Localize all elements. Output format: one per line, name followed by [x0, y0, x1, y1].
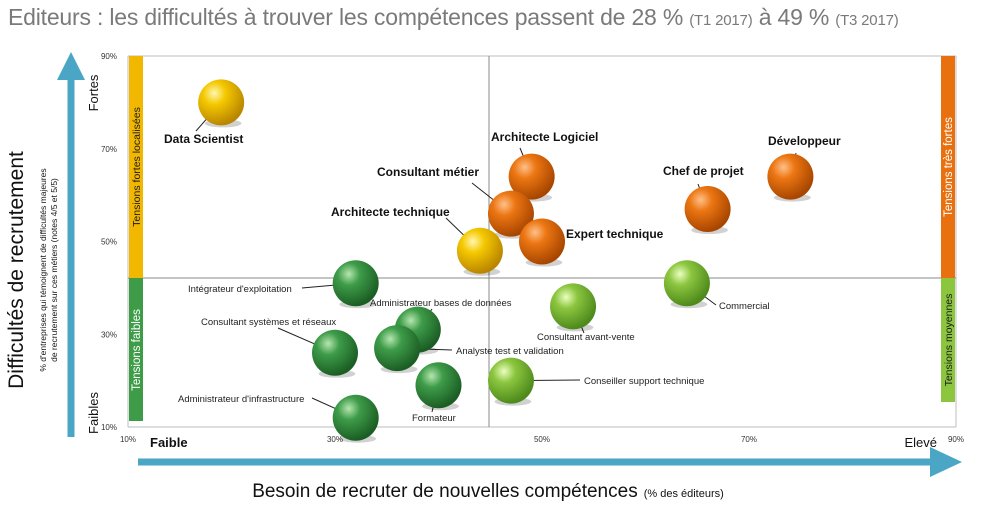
band-left-bottom-label: Tensions faibles — [131, 309, 143, 391]
bubble-point — [415, 362, 462, 409]
bubble-point — [487, 357, 534, 404]
y-high-label: Fortes — [86, 74, 101, 111]
point-label: Architecte technique — [331, 205, 450, 219]
point-label: Consultant avant-vente — [537, 332, 635, 343]
bubbles — [198, 79, 814, 443]
x-tick-label: 90% — [948, 435, 964, 444]
x-tick-label: 30% — [327, 435, 343, 444]
y-tick-label: 50% — [101, 238, 117, 247]
y-axis-title: Difficultés de recrutement — [5, 151, 28, 389]
band-right-top-label: Tensions très fortes — [943, 117, 955, 217]
y-tick-labels: 10% 30% 50% 70% 90% — [101, 52, 117, 432]
y-axis-subtitle-2: de recrutement sur ces métiers (notes 4/… — [49, 178, 59, 362]
point-labels: Data Scientist Architecte Logiciel Dévelop… — [164, 130, 841, 424]
y-low-label: Faibles — [86, 392, 101, 434]
y-tick-label: 30% — [101, 330, 117, 339]
x-axis-title-line: Besoin de recruter de nouvelles compéten… — [252, 481, 724, 502]
bubble-point — [456, 227, 503, 274]
point-label: Formateur — [412, 413, 456, 424]
bubble-point — [508, 153, 555, 200]
point-label: Consultant métier — [377, 165, 479, 179]
y-tick-label: 90% — [101, 52, 117, 61]
point-label: Intégrateur d'exploitation — [188, 284, 292, 295]
bubble-point — [663, 260, 710, 307]
point-label: Conseiller support technique — [584, 376, 704, 387]
point-label: Consultant systèmes et réseaux — [201, 317, 336, 328]
bubble-point — [374, 325, 421, 372]
y-axis-subtitle-1: % d'entreprises qui témoignent de diffic… — [38, 168, 48, 371]
x-axis-title: Besoin de recruter de nouvelles compéten… — [252, 481, 638, 502]
band-right-bottom — [941, 278, 955, 402]
band-right-top — [941, 56, 955, 278]
point-label: Chef de projet — [663, 164, 744, 178]
chart-title: Editeurs : les difficultés à trouver les… — [8, 4, 899, 31]
x-tick-label: 10% — [120, 435, 136, 444]
x-tick-label: 50% — [534, 435, 550, 444]
y-tick-label: 10% — [101, 423, 117, 432]
point-label: Analyste test et validation — [456, 346, 564, 357]
title-q3: (T3 2017) — [835, 12, 899, 29]
point-label: Administrateur d'infrastructure — [178, 394, 304, 405]
point-label: Commercial — [719, 301, 770, 312]
point-label: Architecte Logiciel — [491, 130, 598, 144]
x-axis-unit: (% des éditeurs) — [644, 488, 724, 500]
bubble-point — [312, 329, 358, 376]
x-high-label: Elevé — [904, 435, 937, 450]
y-tick-label: 70% — [101, 145, 117, 154]
title-main: Editeurs : les difficultés à trouver les… — [8, 4, 690, 30]
bubble-point — [487, 190, 534, 237]
x-axis-arrow-head — [930, 447, 962, 477]
title-mid: à 49 % — [752, 4, 836, 30]
band-left-top-label: Tensions fortes localisées — [131, 107, 143, 227]
point-label: Expert technique — [566, 227, 664, 241]
y-axis-arrow-head — [57, 52, 85, 80]
bubble-point — [684, 186, 731, 233]
x-low-label: Faible — [150, 435, 188, 450]
x-tick-labels: 10% 30% 50% 70% 90% — [120, 435, 964, 444]
point-label: Data Scientist — [164, 132, 243, 146]
bubble-point — [519, 218, 565, 265]
bubble-point — [332, 260, 379, 307]
title-q1: (T1 2017) — [689, 12, 753, 29]
bubble-point — [767, 153, 814, 200]
band-left-top — [129, 56, 143, 278]
x-tick-label: 70% — [741, 435, 757, 444]
point-label: Administrateur bases de données — [370, 298, 512, 309]
bubble-point — [332, 394, 379, 441]
point-label: Développeur — [768, 134, 841, 148]
band-right-bottom-label: Tensions moyennes — [943, 294, 955, 387]
bubble-point — [550, 283, 597, 330]
bubble-point — [198, 79, 245, 126]
band-left-bottom — [129, 278, 143, 421]
